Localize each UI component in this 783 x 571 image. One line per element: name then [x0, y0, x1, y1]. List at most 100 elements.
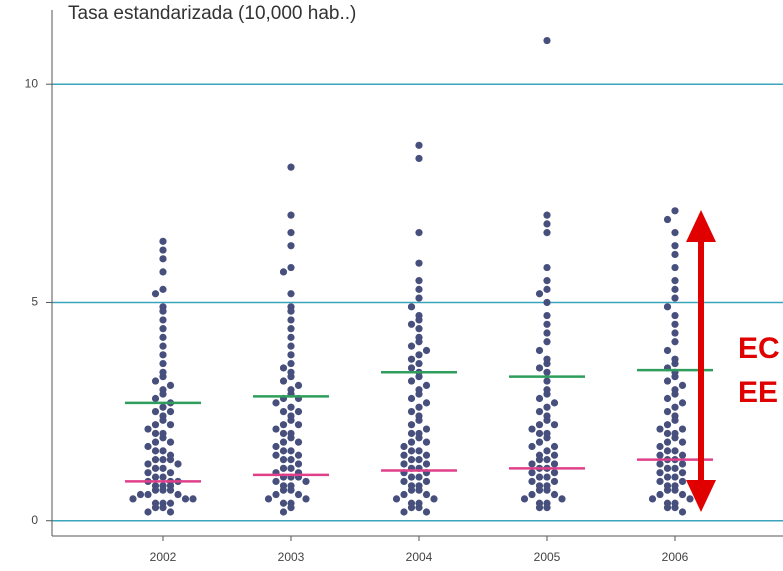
y-tick-label: 0	[31, 513, 38, 527]
dot	[535, 364, 544, 372]
dot	[400, 460, 408, 468]
dot	[159, 325, 167, 333]
dot	[671, 464, 679, 472]
dot	[415, 390, 423, 398]
dot	[663, 346, 672, 355]
dot	[678, 381, 687, 390]
dot	[671, 373, 679, 381]
dot	[422, 346, 431, 355]
dot	[671, 390, 679, 398]
dot	[678, 451, 687, 459]
dot	[671, 473, 679, 481]
dot	[422, 451, 431, 459]
dot	[678, 399, 687, 407]
dot	[528, 490, 536, 499]
dot	[671, 447, 679, 455]
dot	[528, 442, 536, 451]
dot	[671, 263, 679, 272]
dot	[407, 429, 416, 438]
dot	[129, 495, 137, 503]
dot	[166, 486, 175, 494]
dot	[671, 285, 679, 293]
dot	[144, 460, 152, 468]
dot	[407, 394, 416, 403]
dot	[272, 477, 280, 486]
dot	[415, 325, 423, 333]
dot	[272, 442, 280, 451]
dot	[543, 368, 551, 376]
dot	[159, 456, 167, 464]
dot	[422, 508, 431, 516]
dot	[407, 486, 416, 494]
dot	[535, 346, 544, 355]
dot	[528, 469, 536, 477]
dot	[415, 486, 423, 494]
dot	[663, 473, 672, 481]
dot	[415, 338, 423, 346]
dot	[543, 504, 551, 512]
dot	[159, 246, 167, 254]
dot	[287, 351, 295, 359]
dot	[159, 486, 167, 494]
dot	[159, 285, 167, 293]
dot	[430, 495, 438, 503]
dot	[543, 285, 551, 293]
dot	[422, 381, 431, 390]
dot	[656, 477, 664, 486]
dot	[407, 303, 416, 311]
dot	[663, 377, 672, 385]
dot	[663, 504, 672, 512]
dot	[302, 477, 310, 486]
dot	[287, 325, 295, 333]
dot	[144, 490, 152, 499]
x-tick-label: 2006	[662, 550, 689, 564]
dot	[671, 359, 679, 368]
dot	[151, 290, 160, 298]
dot	[528, 425, 536, 433]
dot	[671, 207, 679, 215]
dot	[144, 425, 152, 433]
dot	[159, 473, 167, 481]
dot	[422, 477, 431, 486]
dot	[550, 469, 559, 477]
dot	[151, 456, 160, 464]
dot	[535, 429, 544, 438]
dot	[279, 377, 288, 385]
dot	[392, 495, 401, 503]
dot	[663, 303, 672, 311]
dot	[272, 451, 280, 459]
x-tick-label: 2002	[150, 550, 177, 564]
dot	[678, 477, 687, 486]
dot	[159, 403, 167, 411]
dot	[166, 421, 175, 429]
dot	[663, 464, 672, 472]
dot	[543, 220, 551, 228]
dot	[159, 307, 167, 315]
dot	[279, 268, 288, 276]
dot	[151, 486, 160, 494]
dot	[535, 421, 544, 429]
dot	[159, 359, 167, 368]
dot	[407, 342, 416, 350]
dot	[287, 456, 295, 464]
dot	[678, 438, 687, 446]
dot	[272, 399, 280, 407]
dot	[422, 460, 431, 468]
dot	[159, 447, 167, 455]
dot	[678, 508, 687, 516]
dot	[415, 229, 423, 237]
dot	[144, 469, 152, 477]
dot	[415, 351, 423, 359]
dot	[294, 438, 303, 446]
dot	[294, 451, 303, 459]
dot	[151, 504, 160, 512]
dot	[415, 456, 423, 464]
dot	[287, 403, 295, 411]
dot	[535, 456, 544, 464]
dot	[678, 460, 687, 468]
dot	[400, 451, 408, 459]
dot	[422, 490, 431, 499]
dot	[287, 486, 295, 494]
dot	[415, 373, 423, 381]
dot	[543, 456, 551, 464]
